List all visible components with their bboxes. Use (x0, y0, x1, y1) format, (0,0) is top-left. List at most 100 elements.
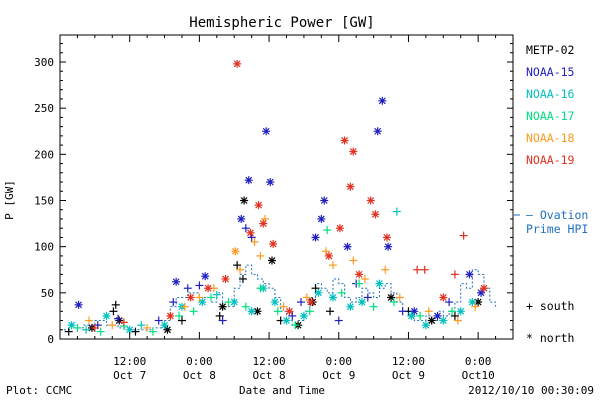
y-axis: 0 50 100 150 200 250 300 (34, 43, 513, 346)
marker-stroke (341, 137, 349, 144)
marker-stroke (300, 312, 308, 320)
marker-stroke (474, 298, 482, 306)
noaa-16-point (270, 298, 279, 307)
noaa-16-point (137, 321, 146, 330)
noaa-15-point (334, 316, 343, 325)
noaa-16-point (212, 290, 221, 299)
noaa-15-point (373, 127, 382, 136)
noaa-18-point (108, 321, 117, 330)
noaa-15-point (172, 277, 181, 286)
marker-stroke (269, 240, 277, 248)
noaa-19-point (439, 293, 448, 302)
legend-metp-02: METP-02 (526, 43, 574, 57)
marker-stroke (407, 312, 415, 320)
metp-02-point (427, 316, 436, 325)
noaa-15-point (114, 314, 123, 323)
noaa-15-point (241, 224, 250, 233)
noaa-18-point (180, 302, 189, 311)
noaa-18-point (143, 323, 152, 332)
legend-noaa-18: NOAA-18 (526, 131, 575, 145)
marker-stroke (187, 294, 195, 301)
noaa-17-point (73, 323, 82, 332)
marker-stroke (312, 234, 319, 241)
noaa-19-point (233, 59, 242, 68)
noaa-17-point (175, 311, 184, 320)
noaa-19-point (204, 284, 213, 293)
metp-02-point (109, 307, 118, 316)
noaa-19-point (355, 270, 364, 279)
noaa-17-point (448, 307, 457, 316)
noaa-15-point (317, 214, 326, 223)
x-axis-label: Date and Time (239, 384, 325, 397)
metp-02-point (240, 196, 249, 205)
noaa-15-point (262, 127, 271, 136)
noaa-18-point (321, 247, 330, 256)
marker-stroke (346, 183, 354, 191)
marker-stroke (468, 298, 476, 306)
noaa-15-point (201, 272, 210, 281)
noaa-19-point (285, 307, 294, 316)
marker-stroke (355, 270, 363, 278)
noaa-17-point (96, 327, 105, 336)
noaa-15-point (363, 293, 372, 302)
marker-stroke (457, 307, 465, 315)
noaa-18-point (256, 251, 265, 260)
marker-stroke (262, 127, 270, 135)
noaa-17-point (305, 307, 314, 316)
marker-stroke (434, 312, 441, 320)
marker-stroke (317, 215, 325, 223)
noaa-16-point (67, 321, 76, 330)
marker-stroke (233, 60, 241, 68)
noaa-16-point (314, 288, 323, 297)
metp-02-point (177, 316, 186, 325)
noaa-16-point (346, 302, 355, 311)
marker-stroke (387, 294, 395, 301)
noaa-19-point (459, 231, 468, 240)
noaa-17-point (273, 307, 282, 316)
noaa-16-point (247, 307, 256, 316)
marker-stroke (248, 307, 256, 315)
noaa-18-point (279, 302, 288, 311)
noaa-17-point (148, 327, 157, 336)
marker-stroke (466, 270, 473, 278)
noaa-15-point (288, 311, 297, 320)
noaa-16-point (439, 316, 448, 325)
marker-stroke (198, 298, 206, 306)
marker-stroke (259, 220, 267, 228)
noaa-19-point (119, 318, 128, 327)
noaa-17-point (416, 311, 425, 320)
marker-stroke (271, 298, 279, 306)
noaa-19-point (420, 265, 429, 274)
noaa-18-point (85, 316, 94, 325)
x-tick-date-label: Oct 9 (322, 369, 355, 382)
noaa-15-point (465, 270, 474, 279)
noaa-15-point (433, 311, 442, 320)
noaa-18-point (195, 293, 204, 302)
legend-noaa-19: NOAA-19 (526, 153, 575, 167)
marker-stroke (240, 197, 248, 204)
marker-stroke (315, 289, 322, 297)
metp-02-point (450, 311, 459, 320)
noaa-15-point (297, 298, 306, 307)
noaa-19-point (186, 293, 195, 302)
noaa-19-point (479, 284, 488, 293)
noaa-15-point (378, 96, 387, 105)
marker-stroke (237, 215, 245, 223)
x-tick-date-label: Oct 8 (183, 369, 216, 382)
marker-stroke (245, 176, 253, 184)
metp-02-point (233, 261, 242, 270)
marker-stroke (161, 321, 168, 329)
marker-stroke (428, 317, 436, 324)
x-tick-time-label: 0:00 (465, 355, 492, 368)
marker-stroke (266, 178, 274, 186)
marker-stroke (268, 257, 276, 264)
noaa-16-point (407, 311, 416, 320)
metp-02-point (163, 325, 172, 334)
noaa-15-point (445, 298, 454, 307)
plot-timestamp: 2012/10/10 00:30:09 (468, 384, 594, 397)
marker-stroke (283, 317, 290, 324)
legend: METP-02 NOAA-15 NOAA-16 NOAA-17 NOAA-18 NOAA-… (514, 43, 588, 345)
metp-02-point (387, 293, 396, 302)
noaa-17-point (389, 298, 398, 307)
noaa-16-point (456, 307, 465, 316)
